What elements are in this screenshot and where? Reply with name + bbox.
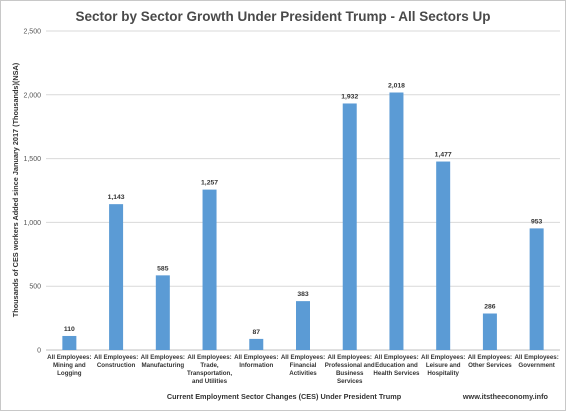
- category-label-line: Business: [336, 370, 364, 377]
- category-label-line: All Employees:: [281, 354, 325, 361]
- category-label: All Employees: Education and Health Servic…: [373, 354, 420, 377]
- bars: [62, 92, 544, 350]
- category-label: All Employees: Mining and Logging: [47, 354, 91, 377]
- data-label: 1,477: [435, 152, 452, 159]
- data-label: 1,932: [341, 93, 358, 100]
- data-labels: 110 1,143 585 1,257 87 383 1,932 2,018 1,477 286 9…: [64, 83, 543, 336]
- category-label-line: All Employees:: [94, 354, 138, 361]
- y-tick-label: 2,000: [23, 92, 41, 99]
- category-label: All Employees: Leisure and Hospitality: [421, 354, 465, 377]
- category-label: All Employees: Manufacturing: [141, 354, 185, 369]
- category-label-line: All Employees:: [328, 354, 372, 361]
- category-label: All Employees: Other Services: [468, 354, 513, 369]
- bar: [62, 335, 77, 350]
- category-label-line: Transportation,: [187, 370, 232, 377]
- bar: [109, 204, 124, 350]
- bar: [389, 92, 404, 350]
- bar: [529, 228, 544, 350]
- category-label-line: Leisure and: [426, 362, 461, 369]
- category-label-line: Other Services: [468, 362, 512, 369]
- category-label-line: All Employees:: [141, 354, 185, 361]
- data-label: 383: [297, 291, 309, 298]
- category-label: All Employees: Professional and Business Se…: [325, 354, 375, 385]
- category-label-line: Trade,: [200, 362, 219, 369]
- category-label: All Employees: Government: [514, 354, 558, 369]
- x-axis-label: Current Employment Sector Changes (CES) …: [167, 392, 402, 401]
- y-tick-label: 1,500: [23, 156, 41, 163]
- category-label-line: All Employees:: [514, 354, 558, 361]
- data-label: 585: [157, 265, 169, 272]
- chart-title: Sector by Sector Growth Under President …: [75, 9, 490, 24]
- category-label-line: All Employees:: [187, 354, 231, 361]
- category-label-line: Manufacturing: [142, 362, 185, 369]
- category-label-line: All Employees:: [421, 354, 465, 361]
- gridlines: [46, 30, 560, 287]
- category-label-line: Services: [337, 378, 363, 385]
- bar: [296, 301, 310, 350]
- data-label: 2,018: [388, 83, 405, 90]
- category-label: All Employees: Information: [234, 354, 278, 369]
- data-label: 953: [531, 218, 543, 225]
- data-label: 1,143: [108, 194, 125, 201]
- bar: [342, 103, 357, 350]
- category-label-line: Government: [518, 362, 554, 369]
- category-label-line: Financial: [290, 362, 317, 369]
- category-label-line: Hospitality: [427, 370, 459, 377]
- bar: [249, 338, 264, 350]
- category-label-line: All Employees:: [468, 354, 512, 361]
- category-label-line: Activities: [289, 370, 317, 377]
- bar: [482, 313, 497, 350]
- category-label-line: and Utilities: [192, 378, 228, 385]
- y-axis-label: Thousands of CES workers Added since Jan…: [11, 62, 20, 317]
- category-label-line: Education and: [375, 362, 418, 369]
- y-axis-ticks: 0 500 1,000 1,500 2,000 2,500: [23, 29, 41, 355]
- category-label-line: All Employees:: [374, 354, 418, 361]
- data-label: 286: [484, 304, 496, 311]
- category-label-line: Health Services: [373, 370, 420, 377]
- category-label-line: All Employees:: [234, 354, 278, 361]
- y-tick-label: 0: [37, 348, 41, 355]
- category-label-line: Professional and: [325, 362, 375, 369]
- category-label-line: Logging: [57, 370, 82, 377]
- category-label-line: Mining and: [53, 362, 86, 369]
- category-label-line: All Employees:: [47, 354, 91, 361]
- category-label-line: Information: [239, 362, 273, 369]
- data-label: 87: [252, 329, 260, 336]
- bar: [436, 161, 451, 350]
- category-label: All Employees: Financial Activities: [281, 354, 325, 377]
- y-tick-label: 500: [29, 284, 41, 291]
- y-tick-label: 1,000: [23, 220, 41, 227]
- category-label: All Employees: Construction: [94, 354, 138, 369]
- source-credit: www.itstheeconomy.info: [462, 392, 549, 401]
- y-tick-label: 2,500: [23, 29, 41, 36]
- category-label-line: Construction: [97, 362, 136, 369]
- bar: [202, 189, 217, 350]
- bar: [155, 275, 170, 350]
- data-label: 110: [64, 326, 75, 333]
- category-label: All Employees: Trade, Transportation, and U…: [187, 354, 232, 385]
- data-label: 1,257: [201, 180, 218, 187]
